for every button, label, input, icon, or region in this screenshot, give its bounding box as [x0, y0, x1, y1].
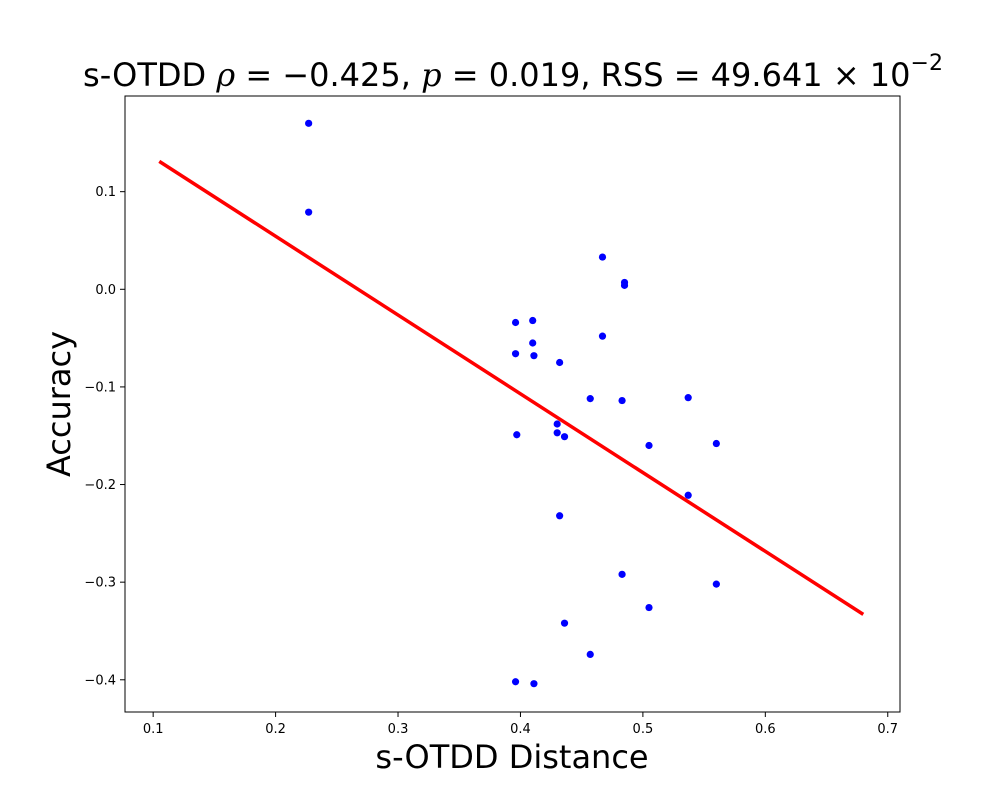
- y-tick-label: 0.1: [95, 185, 116, 200]
- y-axis: −0.4 −0.3 −0.2 −0.1 0.0 0.1: [84, 185, 125, 688]
- y-tick-label: 0.0: [95, 283, 116, 298]
- y-tick-label: −0.1: [84, 380, 116, 395]
- data-point: [712, 580, 720, 588]
- data-point: [529, 339, 537, 347]
- data-point: [560, 619, 569, 627]
- data-point: [530, 352, 538, 360]
- data-point: [305, 119, 313, 127]
- data-point: [556, 512, 564, 520]
- chart-title: s-OTDD ρ = −0.425, p = 0.019, RSS = 49.6…: [83, 51, 943, 94]
- data-point: [530, 680, 538, 688]
- data-point: [586, 650, 594, 659]
- data-point: [553, 429, 561, 437]
- data-point: [598, 332, 607, 340]
- x-axis: 0.1 0.2 0.3 0.4 0.5 0.6 0.7: [143, 712, 898, 737]
- y-tick-label: −0.2: [84, 478, 116, 493]
- x-tick-label: 0.7: [877, 722, 898, 737]
- data-point: [511, 350, 520, 358]
- y-tick-label: −0.3: [84, 576, 116, 591]
- x-axis-label: s-OTDD Distance: [375, 738, 648, 776]
- data-point: [511, 678, 520, 686]
- data-point: [556, 358, 564, 367]
- x-tick-label: 0.6: [755, 722, 776, 737]
- data-point: [586, 395, 594, 403]
- x-tick-label: 0.4: [510, 722, 531, 737]
- data-point: [511, 318, 520, 327]
- x-tick-label: 0.2: [265, 722, 286, 737]
- data-point: [529, 316, 537, 325]
- data-point: [620, 281, 629, 289]
- x-tick-label: 0.3: [388, 722, 409, 737]
- data-point: [513, 431, 521, 439]
- data-point: [618, 396, 626, 405]
- x-tick-label: 0.1: [143, 722, 164, 737]
- data-point: [618, 570, 626, 578]
- data-point: [645, 603, 653, 612]
- data-point: [560, 433, 569, 441]
- y-tick-label: −0.4: [84, 673, 116, 688]
- data-point: [645, 441, 653, 450]
- data-point: [305, 208, 313, 216]
- plot-area-frame: [124, 95, 901, 713]
- x-tick-label: 0.5: [633, 722, 654, 737]
- data-point: [684, 491, 692, 499]
- regression-line: [158, 159, 865, 616]
- y-axis-label: Accuracy: [40, 331, 78, 477]
- data-point: [598, 253, 607, 261]
- data-point: [553, 420, 561, 428]
- data-point: [684, 394, 692, 402]
- data-points: [305, 119, 720, 688]
- data-point: [712, 439, 720, 448]
